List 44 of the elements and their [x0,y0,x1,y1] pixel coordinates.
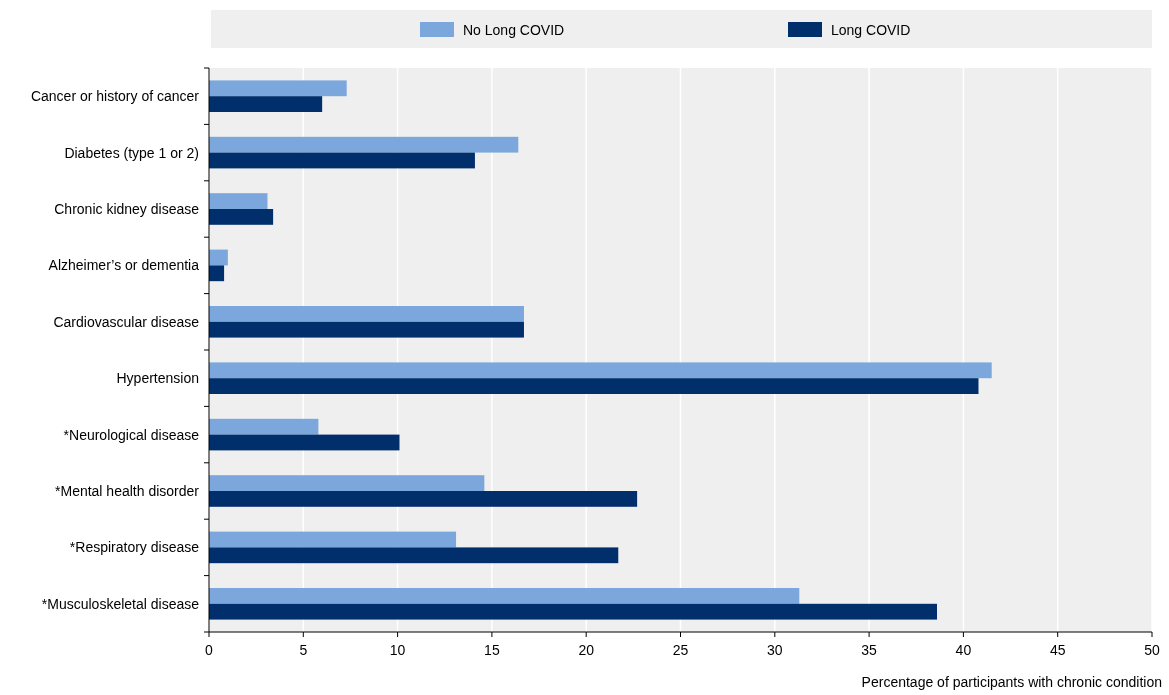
bar [209,209,274,225]
y-tick-label: Cardiovascular disease [53,313,200,330]
bar [209,80,347,97]
y-tick-label: Chronic kidney disease [54,200,200,217]
bar [209,434,400,451]
bar [209,321,524,338]
x-tick-label: 10 [389,642,406,658]
bar [209,193,268,209]
x-tick-label: 15 [484,642,500,658]
x-axis-title: Percentage of participants with chronic condition [861,674,1162,690]
y-tick-label: Diabetes (type 1 or 2) [64,144,199,161]
y-tick-label: *Mental health disorder [55,482,200,499]
bar [209,475,485,491]
bar [209,96,323,112]
y-tick-label: *Musculoskeletal disease [41,595,200,612]
x-tick-label: 50 [1144,642,1160,658]
x-tick-label: 45 [1049,642,1066,658]
x-tick-label: 35 [861,642,878,658]
y-tick-label: Alzheimer’s or dementia [48,257,200,274]
x-tick-label: 0 [205,642,214,658]
bar [209,378,979,394]
y-tick-label: *Respiratory disease [69,539,200,556]
bar [209,603,937,620]
bar [209,152,475,169]
bar [209,491,638,507]
bar [209,136,519,153]
x-tick-label: 30 [767,642,783,658]
x-tick-label: 20 [578,642,595,658]
y-tick-label: Cancer or history of cancer [30,88,200,105]
y-tick-label: Hypertension [116,370,199,387]
x-tick-label: 40 [955,642,972,658]
bar [209,531,457,548]
bar [209,418,319,435]
legend-label: Long COVID [831,21,911,38]
x-tick-label: 25 [672,642,689,658]
bar [209,249,228,266]
bar [209,265,225,282]
bar [209,306,524,322]
bar [209,362,992,379]
bar [209,588,800,604]
x-tick-label: 5 [299,642,308,658]
y-tick-label: *Neurological disease [63,426,200,443]
bar [209,547,619,564]
legend-label: No Long COVID [463,21,565,38]
